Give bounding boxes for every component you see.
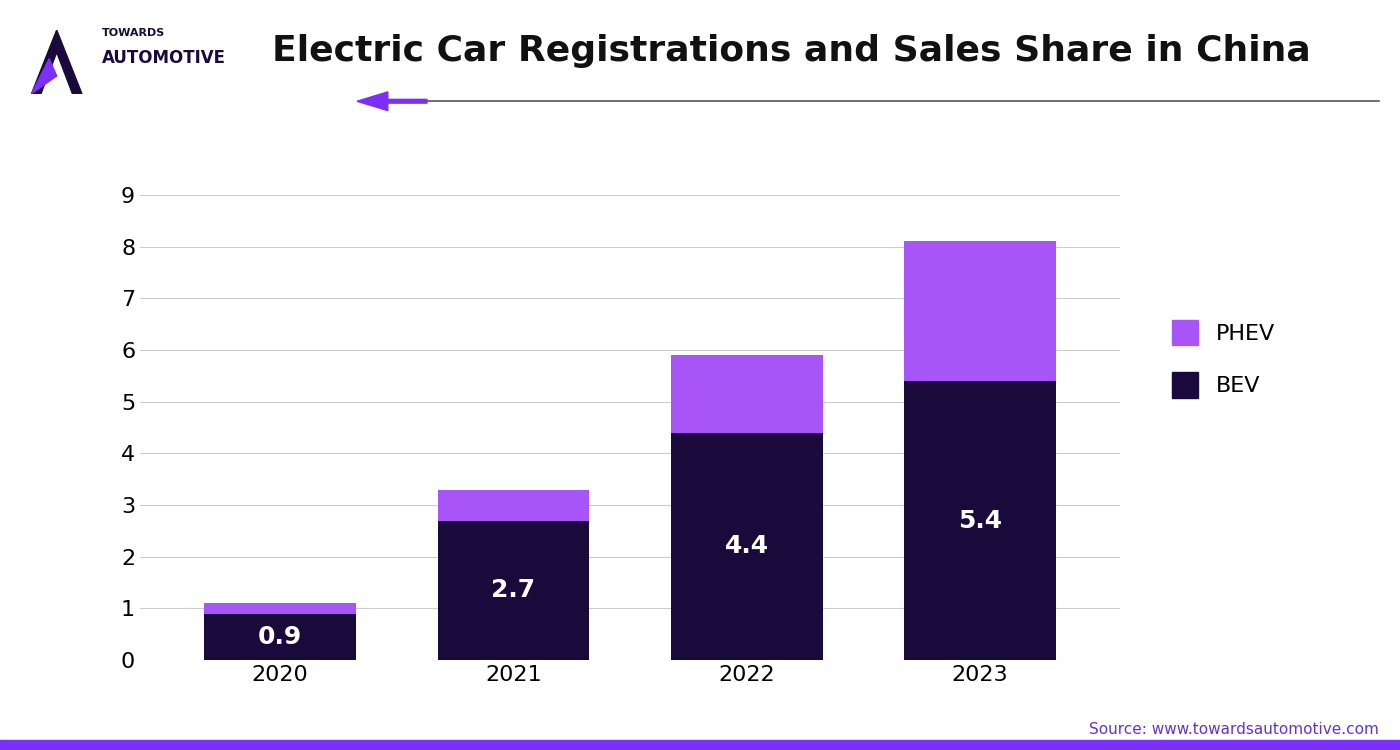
Legend: PHEV, BEV: PHEV, BEV	[1161, 308, 1287, 409]
Text: Electric Car Registrations and Sales Share in China: Electric Car Registrations and Sales Sha…	[272, 34, 1310, 68]
Text: 4.4: 4.4	[725, 534, 769, 558]
Bar	[437, 490, 589, 520]
Text: 5.4: 5.4	[958, 509, 1002, 532]
Text: AUTOMOTIVE: AUTOMOTIVE	[102, 49, 227, 67]
Text: 0.9: 0.9	[258, 625, 302, 649]
Bar	[904, 242, 1056, 381]
Bar	[437, 520, 589, 660]
Text: 2.7: 2.7	[491, 578, 535, 602]
Bar	[671, 356, 823, 433]
Bar	[671, 433, 823, 660]
Text: Source: www.towardsautomotive.com: Source: www.towardsautomotive.com	[1089, 722, 1379, 736]
Bar	[904, 381, 1056, 660]
Polygon shape	[31, 30, 81, 94]
Bar	[204, 603, 356, 613]
Bar	[204, 614, 356, 660]
Polygon shape	[31, 58, 56, 94]
Text: TOWARDS: TOWARDS	[102, 28, 165, 38]
